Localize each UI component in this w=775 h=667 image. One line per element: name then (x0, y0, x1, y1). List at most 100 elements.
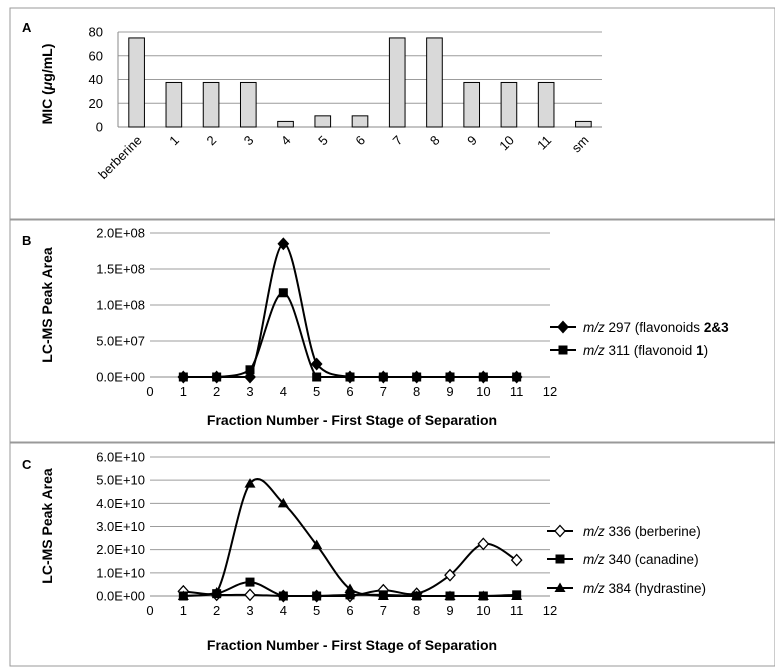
legend-marker (557, 320, 569, 334)
legend-label-mz336: m/z 336 (berberine) (583, 524, 701, 539)
x-tick-label: 11 (510, 384, 524, 399)
panel-c-frame (9, 442, 775, 667)
x-tick-label: 5 (313, 603, 320, 618)
data-point (444, 568, 456, 582)
data-point (511, 590, 523, 600)
panel-a-y-ticks: 0 20 40 60 80 (89, 25, 103, 135)
x-tick-label: 6 (346, 384, 353, 399)
x-tick-label: 2 (213, 384, 220, 399)
panel-a-y-axis-title: MIC (μg/mL) (39, 44, 55, 125)
x-tick-label: 9 (446, 384, 453, 399)
x-tick-label: 1 (180, 603, 187, 618)
panel-c-legend: m/z 336 (berberine) m/z 340 (canadine) m… (547, 524, 706, 596)
data-point (310, 357, 323, 371)
x-tick-label: 2 (203, 133, 219, 149)
data-point (411, 590, 423, 600)
data-point (278, 591, 288, 601)
data-point (312, 591, 322, 601)
data-point (477, 590, 489, 600)
x-tick-label: 8 (413, 603, 420, 618)
panel-c-y-axis-title: LC-MS Peak Area (39, 468, 55, 584)
panel-a: A 0 20 40 60 80 berberine 1 2 3 4 5 6 7 8 9 10 11 sm MIC… (9, 7, 775, 220)
legend-marker (554, 582, 566, 592)
data-point (245, 365, 255, 375)
x-tick-label: 6 (346, 603, 353, 618)
x-tick-label: 7 (380, 384, 387, 399)
x-tick-label: 4 (280, 384, 287, 399)
x-tick-label: 0 (146, 384, 153, 399)
y-tick-label: 3.0E+10 (96, 519, 145, 534)
x-tick-label: 3 (246, 384, 253, 399)
panel-a-bars (117, 32, 592, 128)
legend-marker (554, 524, 566, 538)
x-tick-label: 12 (543, 384, 557, 399)
panel-a-x-ticks: berberine 1 2 3 4 5 6 7 8 9 10 11 sm (95, 133, 591, 182)
x-tick-label: berberine (95, 133, 144, 182)
legend-marker (558, 345, 568, 355)
x-tick-label: 5 (315, 133, 331, 149)
panel-b-legend: m/z 297 (flavonoids 2&3 m/z 311 (flavono… (550, 320, 729, 358)
bar-11 (537, 81, 555, 128)
legend-marker-square (555, 554, 565, 564)
x-tick-label: 10 (496, 133, 517, 154)
legend-label-mz311: m/z 311 (flavonoid 1) (583, 343, 708, 358)
panel-b: B 0.0E+00 5.0E+07 1.0E+08 1.5E+08 2.0E+08 0 1… (9, 219, 775, 443)
data-point (245, 577, 255, 587)
panel-c: C 0.0E+00 1.0E+10 2.0E+10 3.0E+10 4.0E+10 5.0… (9, 442, 775, 667)
x-tick-label: 7 (380, 603, 387, 618)
panel-b-y-axis-title: LC-MS Peak Area (39, 247, 55, 363)
x-tick-label: 4 (278, 133, 294, 149)
legend-marker-triangle (554, 582, 566, 592)
x-tick-label: 3 (241, 133, 257, 149)
bar-8 (426, 37, 443, 128)
bar-sm (575, 120, 592, 128)
data-point (377, 590, 389, 600)
data-point (510, 553, 523, 567)
bar-3 (239, 81, 257, 128)
legend-entry-mz384: m/z 384 (hydrastine) (547, 581, 706, 596)
data-point (512, 372, 522, 382)
data-point (277, 237, 290, 251)
y-tick-label: 80 (89, 25, 103, 40)
y-tick-label: 6.0E+10 (96, 450, 145, 465)
x-tick-label: 11 (534, 133, 554, 153)
panel-a-frame (9, 7, 775, 220)
y-tick-label: 2.0E+10 (96, 542, 145, 557)
x-tick-label: 2 (213, 603, 220, 618)
bar-4 (277, 120, 294, 128)
bar-7 (388, 37, 406, 128)
legend-marker-open-diamond (554, 524, 566, 538)
legend-entry-mz297: m/z 297 (flavonoids 2&3 (550, 320, 729, 335)
panel-c-y-ticks: 0.0E+00 1.0E+10 2.0E+10 3.0E+10 4.0E+10 5.0E+… (96, 450, 145, 604)
y-tick-label: 0 (96, 120, 103, 135)
legend-label-mz340: m/z 340 (canadine) (583, 552, 699, 567)
panel-b-series (177, 237, 523, 384)
legend-marker (555, 554, 565, 564)
x-tick-label: 9 (446, 603, 453, 618)
data-point (311, 539, 323, 550)
legend-marker-square (558, 345, 568, 355)
data-point (244, 478, 256, 488)
x-tick-label: 11 (510, 603, 524, 618)
panel-a-label: A (22, 20, 32, 35)
data-point (212, 372, 222, 382)
y-tick-label: 1.5E+08 (96, 262, 145, 277)
panel-b-y-ticks: 0.0E+00 5.0E+07 1.0E+08 1.5E+08 2.0E+08 (96, 226, 145, 385)
x-tick-label: 1 (180, 384, 187, 399)
data-point (478, 372, 488, 382)
legend-label-mz297: m/z 297 (flavonoids 2&3 (583, 320, 729, 335)
x-tick-label: 0 (146, 603, 153, 618)
y-tick-label: 60 (89, 48, 103, 63)
x-tick-label: 12 (543, 603, 557, 618)
data-point (345, 372, 355, 382)
y-tick-label: 4.0E+10 (96, 496, 145, 511)
bar-2 (202, 81, 220, 128)
x-tick-label: 7 (390, 133, 406, 149)
legend-entry-mz311: m/z 311 (flavonoid 1) (550, 343, 708, 358)
data-point (445, 372, 455, 382)
bar-5 (314, 115, 332, 128)
panel-c-x-axis-title: Fraction Number - First Stage of Separat… (207, 637, 497, 653)
y-tick-label: 40 (89, 72, 103, 87)
panel-c-x-ticks: 0 1 2 3 4 5 6 7 8 9 10 11 12 (146, 603, 557, 618)
